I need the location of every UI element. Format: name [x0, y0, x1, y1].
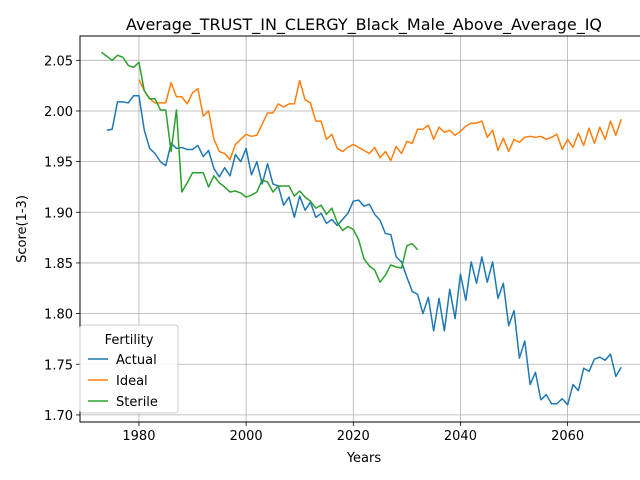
- y-tick-label: 1.95: [44, 156, 73, 171]
- legend-title: Fertility: [105, 333, 154, 348]
- y-axis: 1.70 1.75 1.80 1.85 1.90 1.95 2.00 2.05: [44, 54, 80, 424]
- y-tick-label: 2.00: [44, 105, 73, 120]
- y-tick-label: 2.05: [44, 54, 73, 69]
- y-axis-label: Score(1-3): [15, 195, 30, 263]
- y-tick-label: 1.70: [44, 409, 73, 424]
- legend-box: [79, 324, 179, 414]
- x-axis: 1980 2000 2020 2040 2060: [122, 422, 584, 444]
- y-tick-label: 1.80: [44, 308, 73, 323]
- y-tick-label: 1.90: [44, 206, 73, 221]
- y-tick-label: 1.85: [44, 257, 73, 272]
- y-tick-label: 1.75: [44, 358, 73, 373]
- x-tick-label: 2000: [230, 429, 263, 444]
- series-line-ideal: [138, 79, 622, 162]
- x-axis-label: Years: [346, 451, 382, 466]
- series-line-sterile: [100, 51, 419, 283]
- x-tick-label: 2060: [551, 429, 584, 444]
- plot-frame: [79, 35, 640, 423]
- legend-entry-ideal: Ideal: [116, 374, 148, 389]
- legend: Fertility Actual Ideal Sterile: [79, 324, 179, 414]
- legend-entry-sterile: Sterile: [116, 395, 158, 410]
- x-tick-label: 2020: [337, 429, 370, 444]
- series-lines: [100, 51, 622, 406]
- x-tick-label: 1980: [122, 429, 155, 444]
- chart-title: Average_TRUST_IN_CLERGY_Black_Male_Above…: [126, 15, 602, 35]
- legend-entry-actual: Actual: [116, 353, 157, 368]
- x-tick-label: 2040: [444, 429, 477, 444]
- series-line-actual: [106, 95, 622, 406]
